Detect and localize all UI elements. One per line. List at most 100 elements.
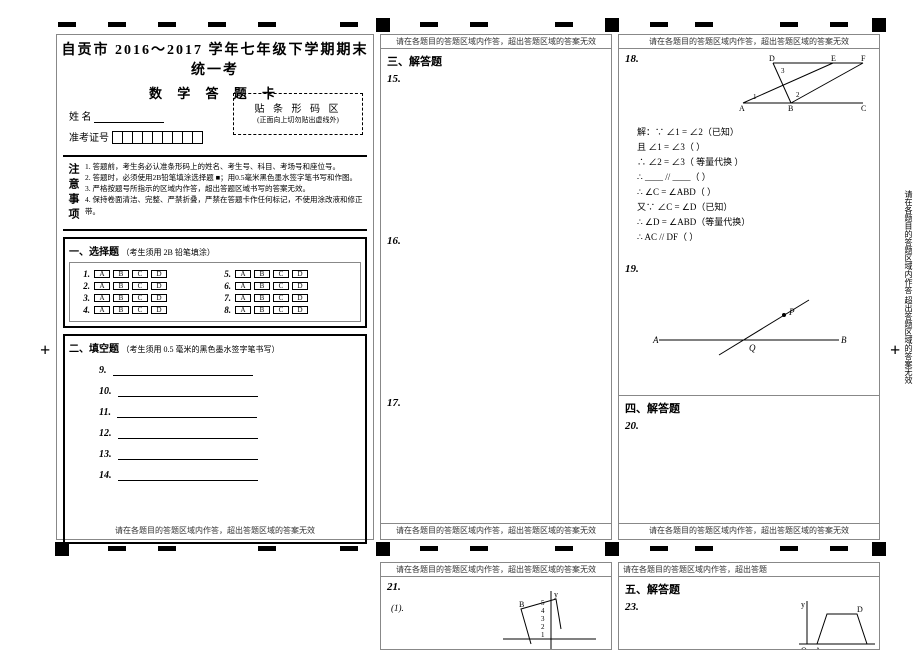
ans4-title: 四、解答题 bbox=[625, 400, 879, 416]
svg-text:A: A bbox=[739, 104, 745, 113]
mc-row: 3.ABCD bbox=[74, 293, 215, 303]
reg-marker bbox=[55, 542, 69, 556]
ticket-boxes[interactable] bbox=[112, 131, 202, 147]
notice-item: 3. 严格按题号所指示的区域内作答，超出答题区域书写的答案无效。 bbox=[85, 183, 365, 194]
reg-marker bbox=[158, 22, 176, 27]
q15-label: 15. bbox=[387, 73, 611, 85]
fill-line[interactable] bbox=[118, 480, 258, 481]
svg-text:2: 2 bbox=[796, 91, 800, 99]
fill-line[interactable] bbox=[118, 459, 258, 460]
svg-text:y: y bbox=[801, 600, 805, 609]
reg-marker bbox=[780, 22, 798, 27]
fill-row: 9. bbox=[99, 365, 361, 376]
svg-text:B: B bbox=[519, 600, 524, 609]
reg-marker bbox=[555, 546, 573, 551]
warning-bottom: 请在各题目的答题区域内作答，超出答题区域的答案无效 bbox=[619, 523, 879, 537]
svg-text:4: 4 bbox=[541, 607, 545, 615]
reg-marker bbox=[695, 22, 713, 27]
q16-label: 16. bbox=[387, 235, 611, 247]
middle-panel: 请在各题目的答题区域内作答，超出答题区域的答案无效 三、解答题 15. 16. … bbox=[380, 34, 612, 540]
svg-text:y: y bbox=[554, 590, 558, 599]
warning-bottom: 请在各题目的答题区域内作答，超出答题区域的答案无效 bbox=[381, 523, 611, 537]
warning-bottom: 请在各题目的答题区域内作答，超出答题区域的答案无效 bbox=[57, 524, 373, 537]
reg-marker bbox=[58, 22, 76, 27]
reg-marker bbox=[872, 18, 886, 32]
barcode-zone[interactable]: 贴 条 形 码 区 (正面向上切勿贴出虚线外) bbox=[233, 93, 363, 135]
svg-text:A: A bbox=[652, 335, 659, 345]
proof-line: ∴ ∠D = ∠ABD（等量代换） bbox=[637, 215, 879, 228]
reg-marker bbox=[108, 546, 126, 551]
fill-row: 13. bbox=[99, 449, 361, 460]
notice-item: 4. 保持卷面清洁、完整、严禁折叠，严禁在答题卡作任何标记，不使用涂改液和修正带… bbox=[85, 194, 365, 217]
reg-marker bbox=[340, 22, 358, 27]
q19-label: 19. bbox=[625, 263, 879, 275]
fill-line[interactable] bbox=[118, 438, 258, 439]
svg-text:B: B bbox=[788, 104, 793, 113]
warning-top: 请在各题目的答题区域内作答，超出答题 bbox=[619, 563, 879, 576]
mc-row: 5.ABCD bbox=[215, 269, 356, 279]
mc-grid: 1.ABCD 2.ABCD 3.ABCD 4.ABCD 5.ABCD 6.ABC… bbox=[69, 262, 361, 322]
reg-marker bbox=[605, 18, 619, 32]
notice-item: 1. 答题前，考生务必认准条形码上的姓名、考生号、科目、考场号和座位号。 bbox=[85, 161, 365, 172]
notice-body: 1. 答题前，考生务必认准条形码上的姓名、考生号、科目、考场号和座位号。 2. … bbox=[85, 161, 365, 225]
mc-row: 4.ABCD bbox=[74, 305, 215, 315]
reg-marker bbox=[470, 22, 488, 27]
svg-text:F: F bbox=[861, 54, 866, 63]
reg-marker bbox=[376, 542, 390, 556]
fill-note: （考生须用 0.5 毫米的黑色墨水签字笔书写） bbox=[122, 345, 280, 354]
barcode-title: 贴 条 形 码 区 bbox=[238, 100, 358, 115]
reg-marker bbox=[780, 546, 798, 551]
svg-text:1: 1 bbox=[541, 631, 545, 639]
reg-marker bbox=[208, 22, 226, 27]
vertical-warning: 请在各题目的答题区域内作答 超出答题区域的答案无效 bbox=[903, 190, 914, 384]
mc-row: 6.ABCD bbox=[215, 281, 356, 291]
mc-row: 2.ABCD bbox=[74, 281, 215, 291]
warning-top: 请在各题目的答题区域内作答，超出答题区域的答案无效 bbox=[381, 563, 611, 576]
reg-marker bbox=[605, 542, 619, 556]
fill-row: 10. bbox=[99, 386, 361, 397]
lower-right-panel: 请在各题目的答题区域内作答，超出答题 五、解答题 23. y D A O bbox=[618, 562, 880, 650]
reg-marker bbox=[872, 542, 886, 556]
fill-line[interactable] bbox=[117, 417, 257, 418]
q17-label: 17. bbox=[387, 397, 611, 409]
reg-marker bbox=[695, 546, 713, 551]
fill-row: 11. bbox=[99, 407, 361, 418]
reg-marker bbox=[340, 546, 358, 551]
svg-text:3: 3 bbox=[541, 615, 545, 623]
fill-row: 14. bbox=[99, 470, 361, 481]
proof-line: 又∵ ∠C = ∠D（已知） bbox=[637, 200, 879, 213]
right-panel: 请在各题目的答题区域内作答，超出答题区域的答案无效 18. A B C D E … bbox=[618, 34, 880, 540]
reg-marker bbox=[258, 546, 276, 551]
left-panel: 自贡市 2016～2017 学年七年级下学期期末统一考 数 学 答 题 卡 姓 … bbox=[56, 34, 374, 540]
fill-header: 二、填空题 （考生须用 0.5 毫米的黑色墨水签字笔书写） bbox=[69, 340, 361, 355]
mc-header: 一、选择题 （考生须用 2B 铅笔填涂） bbox=[69, 243, 361, 258]
fill-section: 二、填空题 （考生须用 0.5 毫米的黑色墨水签字笔书写） 9. 10. 11.… bbox=[63, 334, 367, 544]
main-title: 自贡市 2016～2017 学年七年级下学期期末统一考 bbox=[57, 39, 373, 79]
barcode-note: (正面向上切勿贴出虚线外) bbox=[238, 115, 358, 125]
mc-section: 一、选择题 （考生须用 2B 铅笔填涂） 1.ABCD 2.ABCD 3.ABC… bbox=[63, 237, 367, 328]
ans3-title: 三、解答题 bbox=[387, 53, 611, 69]
reg-marker bbox=[420, 22, 438, 27]
crop-mark: + bbox=[40, 340, 50, 361]
fill-line[interactable] bbox=[118, 396, 258, 397]
notice-box: 注意事项 1. 答题前，考生务必认准条形码上的姓名、考生号、科目、考场号和座位号… bbox=[63, 155, 367, 231]
ticket-label: 准考证号 bbox=[69, 133, 109, 144]
name-input-line[interactable] bbox=[94, 112, 164, 123]
lower-mid-panel: 请在各题目的答题区域内作答，超出答题区域的答案无效 21. (1). y B 1… bbox=[380, 562, 612, 650]
name-label: 姓 名 bbox=[69, 112, 92, 123]
proof-line: ∴ ____ // ____（ ） bbox=[637, 170, 879, 183]
notice-item: 2. 答题时，必须使用2B铅笔填涂选择题 ■；用0.5毫米黑色墨水签字笔书写和作… bbox=[85, 172, 365, 183]
proof-line: ∴ AC // DF（ ） bbox=[637, 230, 879, 243]
mc-row: 1.ABCD bbox=[74, 269, 215, 279]
proof-line: 且 ∠1 = ∠3（ ） bbox=[637, 140, 879, 153]
svg-text:B: B bbox=[841, 335, 847, 345]
mc-note: （考生须用 2B 铅笔填涂） bbox=[122, 248, 215, 257]
reg-marker bbox=[420, 546, 438, 551]
svg-text:D: D bbox=[857, 605, 863, 614]
fill-title: 二、填空题 bbox=[69, 344, 119, 355]
svg-text:C: C bbox=[861, 104, 866, 113]
svg-text:E: E bbox=[831, 54, 836, 63]
fill-line[interactable] bbox=[113, 375, 253, 376]
proof-line: 解：∵ ∠1 = ∠2（已知） bbox=[637, 125, 879, 138]
reg-marker bbox=[376, 18, 390, 32]
